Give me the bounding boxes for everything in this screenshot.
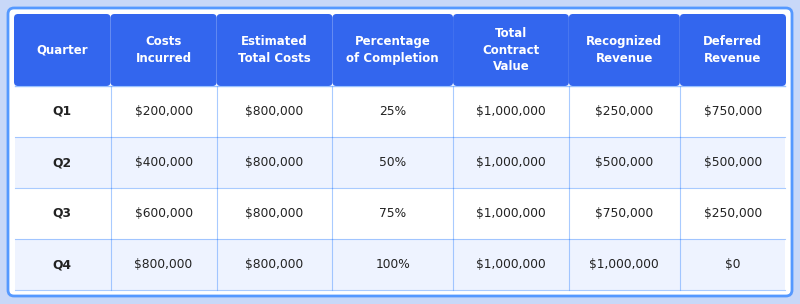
Bar	[15, 239, 785, 290]
Text: $250,000: $250,000	[704, 207, 762, 220]
FancyBboxPatch shape	[14, 14, 110, 86]
FancyBboxPatch shape	[453, 14, 569, 86]
Bar	[15, 137, 785, 188]
Text: 75%: 75%	[379, 207, 406, 220]
Text: $1,000,000: $1,000,000	[476, 105, 546, 118]
Text: $1,000,000: $1,000,000	[476, 156, 546, 169]
Text: $750,000: $750,000	[595, 207, 654, 220]
FancyBboxPatch shape	[680, 14, 786, 86]
Text: $800,000: $800,000	[246, 207, 304, 220]
Text: 50%: 50%	[379, 156, 406, 169]
Text: $500,000: $500,000	[595, 156, 654, 169]
Text: $600,000: $600,000	[134, 207, 193, 220]
Text: Quarter: Quarter	[37, 43, 88, 57]
Text: Deferred
Revenue: Deferred Revenue	[703, 35, 762, 65]
Text: $800,000: $800,000	[246, 258, 304, 271]
Text: $0: $0	[725, 258, 741, 271]
Text: 25%: 25%	[379, 105, 406, 118]
Text: $800,000: $800,000	[246, 105, 304, 118]
Text: $200,000: $200,000	[134, 105, 193, 118]
Text: Recognized
Revenue: Recognized Revenue	[586, 35, 662, 65]
Bar	[15, 86, 785, 137]
FancyBboxPatch shape	[8, 8, 792, 296]
Text: $1,000,000: $1,000,000	[590, 258, 659, 271]
Text: $1,000,000: $1,000,000	[476, 207, 546, 220]
Text: Q3: Q3	[53, 207, 72, 220]
Text: Q2: Q2	[53, 156, 72, 169]
FancyBboxPatch shape	[110, 14, 217, 86]
Text: Q4: Q4	[53, 258, 72, 271]
Text: $500,000: $500,000	[704, 156, 762, 169]
Text: $1,000,000: $1,000,000	[476, 258, 546, 271]
Text: $750,000: $750,000	[704, 105, 762, 118]
FancyBboxPatch shape	[333, 14, 453, 86]
FancyBboxPatch shape	[217, 14, 333, 86]
Text: $400,000: $400,000	[134, 156, 193, 169]
Text: Percentage
of Completion: Percentage of Completion	[346, 35, 439, 65]
Text: Total
Contract
Value: Total Contract Value	[482, 27, 539, 73]
FancyBboxPatch shape	[569, 14, 680, 86]
Text: Q1: Q1	[53, 105, 72, 118]
Text: $250,000: $250,000	[595, 105, 654, 118]
Text: $800,000: $800,000	[134, 258, 193, 271]
Text: 100%: 100%	[375, 258, 410, 271]
Text: $800,000: $800,000	[246, 156, 304, 169]
Bar	[15, 188, 785, 239]
Text: Costs
Incurred: Costs Incurred	[135, 35, 192, 65]
Text: Estimated
Total Costs: Estimated Total Costs	[238, 35, 311, 65]
